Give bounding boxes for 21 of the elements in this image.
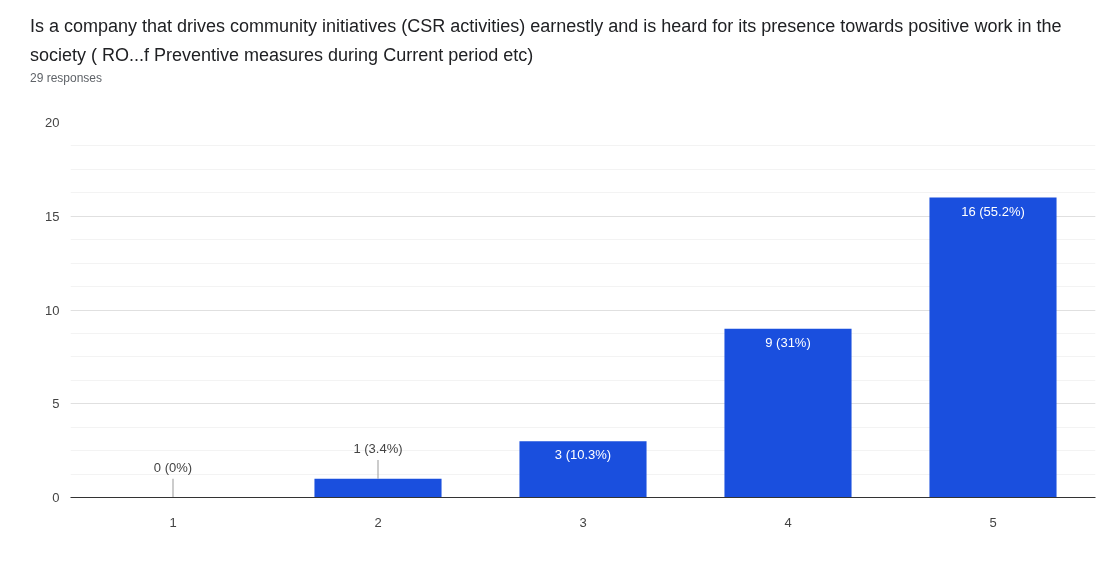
- x-tick-label: 1: [169, 514, 177, 530]
- bar: [314, 478, 442, 498]
- y-tick-label: 15: [45, 208, 60, 224]
- bar: [929, 197, 1057, 498]
- y-tick-label: 5: [52, 396, 60, 412]
- bar: [724, 328, 852, 498]
- y-tick-label: 20: [45, 115, 60, 130]
- data-label: 16 (55.2%): [961, 203, 1025, 219]
- y-tick-label: 0: [52, 490, 60, 505]
- x-tick-label: 4: [784, 514, 792, 530]
- data-label: 0 (0%): [153, 460, 193, 475]
- chart-title: Is a company that drives community initiatives (CSR activities) earnestly and is heard for its presence towards positive work in the society ( RO...f Preventive measures during Current period etc): [30, 15, 1063, 67]
- data-label: 1 (3.4%): [353, 441, 403, 457]
- x-tick-label: 2: [374, 514, 382, 530]
- data-label: 3 (10.3%): [554, 447, 612, 463]
- bar: [519, 441, 647, 498]
- data-label: 9 (31%): [765, 334, 811, 350]
- y-tick-label: 10: [45, 302, 60, 318]
- chart-subtitle: 29 responses: [30, 69, 104, 87]
- x-tick-label: 5: [989, 514, 997, 530]
- x-tick-label: 3: [579, 514, 587, 530]
